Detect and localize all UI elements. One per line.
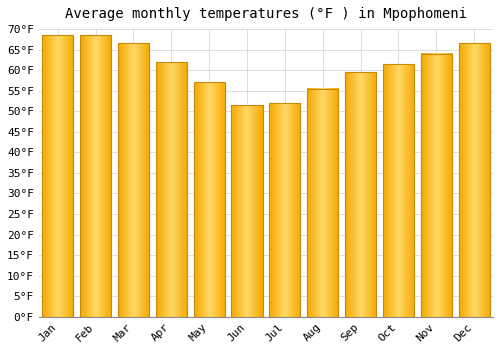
Bar — [42, 35, 74, 317]
Bar — [345, 72, 376, 317]
Title: Average monthly temperatures (°F ) in Mpophomeni: Average monthly temperatures (°F ) in Mp… — [65, 7, 467, 21]
Bar — [458, 43, 490, 317]
Bar — [232, 105, 262, 317]
Bar — [383, 64, 414, 317]
Bar — [80, 35, 111, 317]
Bar — [118, 43, 149, 317]
Bar — [307, 89, 338, 317]
Bar — [156, 62, 187, 317]
Bar — [194, 83, 224, 317]
Bar — [270, 103, 300, 317]
Bar — [421, 54, 452, 317]
